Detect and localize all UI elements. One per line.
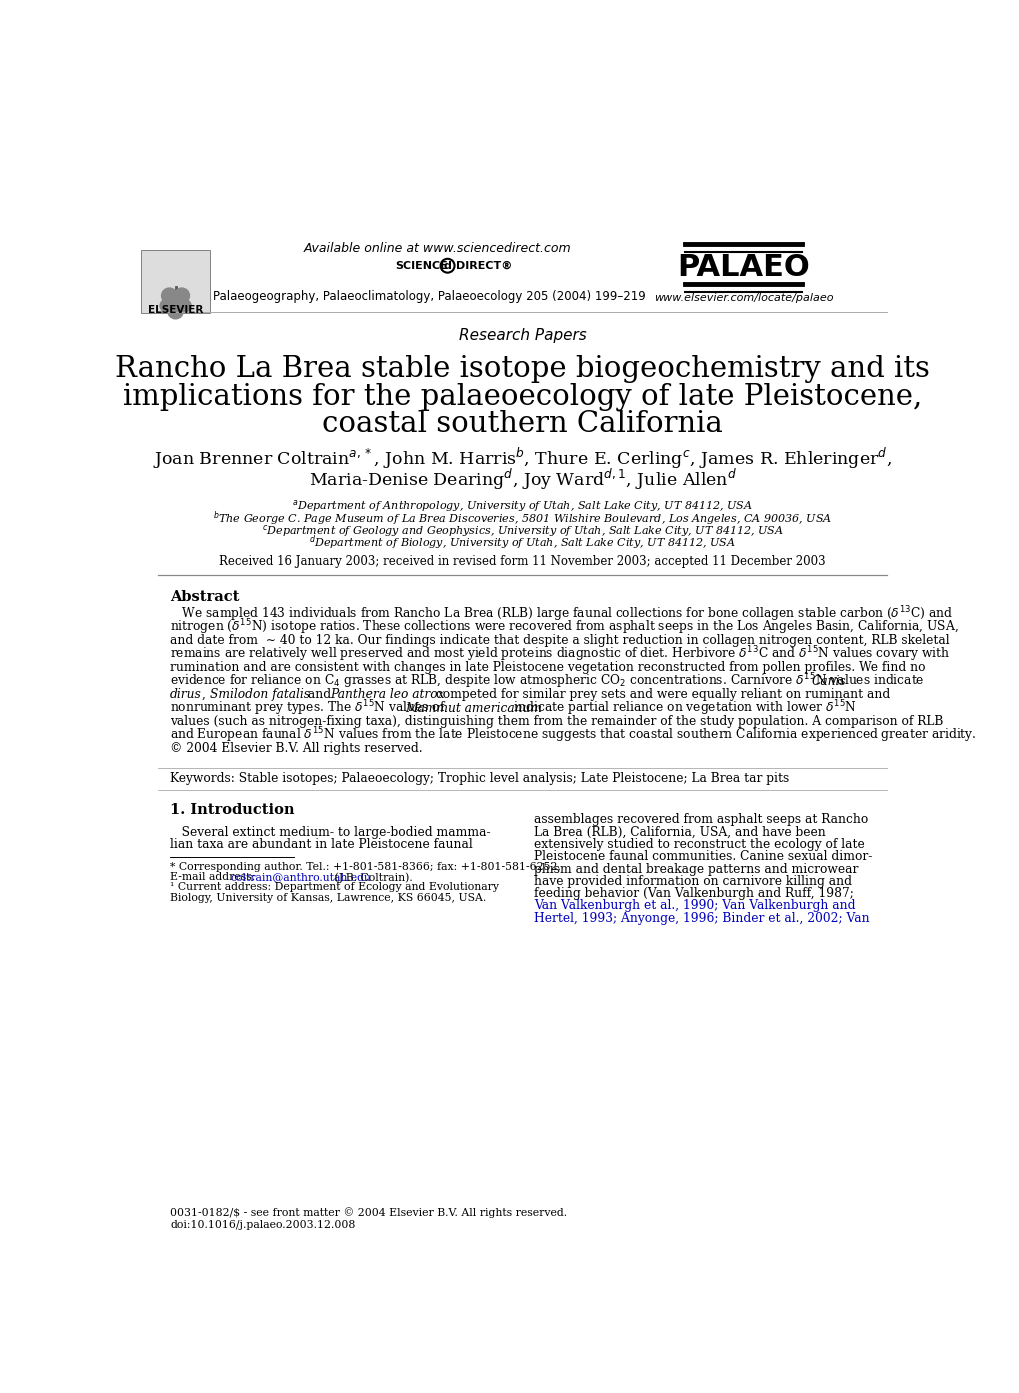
Text: Pleistocene faunal communities. Canine sexual dimor-: Pleistocene faunal communities. Canine s…: [534, 850, 872, 864]
Text: 0031-0182/$ - see front matter © 2004 Elsevier B.V. All rights reserved.: 0031-0182/$ - see front matter © 2004 El…: [170, 1208, 567, 1219]
Text: and European faunal $\delta^{15}$N values from the late Pleistocene suggests tha: and European faunal $\delta^{15}$N value…: [170, 726, 976, 745]
Text: SCIENCE: SCIENCE: [394, 260, 447, 270]
Circle shape: [168, 304, 183, 319]
Text: (J.B. Coltrain).: (J.B. Coltrain).: [331, 872, 413, 883]
Text: nitrogen ($\delta^{15}$N) isotope ratios. These collections were recovered from : nitrogen ($\delta^{15}$N) isotope ratios…: [170, 617, 958, 637]
Text: and: and: [304, 688, 335, 701]
Circle shape: [161, 288, 177, 304]
Text: lian taxa are abundant in late Pleistocene faunal: lian taxa are abundant in late Pleistoce…: [170, 837, 473, 851]
Text: ¹ Current address: Department of Ecology and Evolutionary: ¹ Current address: Department of Ecology…: [170, 883, 498, 893]
Text: assemblages recovered from asphalt seeps at Rancho: assemblages recovered from asphalt seeps…: [534, 814, 868, 826]
Text: feeding behavior (Van Valkenburgh and Ruff, 1987;: feeding behavior (Van Valkenburgh and Ru…: [534, 887, 854, 900]
Text: $^{c}$Department of Geology and Geophysics, University of Utah, Salt Lake City, : $^{c}$Department of Geology and Geophysi…: [262, 522, 783, 539]
Text: doi:10.1016/j.palaeo.2003.12.008: doi:10.1016/j.palaeo.2003.12.008: [170, 1220, 356, 1230]
Text: extensively studied to reconstruct the ecology of late: extensively studied to reconstruct the e…: [534, 837, 864, 851]
Text: Maria-Denise Dearing$^{d}$, Joy Ward$^{d,1}$, Julie Allen$^{d}$: Maria-Denise Dearing$^{d}$, Joy Ward$^{d…: [309, 467, 736, 492]
Text: Hertel, 1993; Anyonge, 1996; Binder et al., 2002; Van: Hertel, 1993; Anyonge, 1996; Binder et a…: [534, 912, 869, 925]
Text: Research Papers: Research Papers: [459, 327, 586, 343]
Text: © 2004 Elsevier B.V. All rights reserved.: © 2004 Elsevier B.V. All rights reserved…: [170, 742, 422, 755]
Text: ,: ,: [202, 688, 210, 701]
Circle shape: [178, 299, 191, 312]
Text: We sampled 143 individuals from Rancho La Brea (RLB) large faunal collections fo: We sampled 143 individuals from Rancho L…: [170, 605, 953, 624]
Text: $^{d}$Department of Biology, University of Utah, Salt Lake City, UT 84112, USA: $^{d}$Department of Biology, University …: [309, 534, 736, 552]
Text: implications for the palaeoecology of late Pleistocene,: implications for the palaeoecology of la…: [123, 383, 921, 411]
Text: evidence for reliance on C$_4$ grasses at RLB, despite low atmospheric CO$_2$ co: evidence for reliance on C$_4$ grasses a…: [170, 671, 924, 691]
Text: competed for similar prey sets and were equally reliant on ruminant and: competed for similar prey sets and were …: [432, 688, 890, 701]
Circle shape: [166, 293, 184, 311]
Text: E-mail address:: E-mail address:: [170, 872, 259, 883]
Text: Palaeogeography, Palaeoclimatology, Palaeoecology 205 (2004) 199–219: Palaeogeography, Palaeoclimatology, Pala…: [213, 290, 645, 304]
FancyBboxPatch shape: [142, 251, 210, 313]
Text: phism and dental breakage patterns and microwear: phism and dental breakage patterns and m…: [534, 862, 858, 876]
Text: * Corresponding author. Tel.: +1-801-581-8366; fax: +1-801-581-6252.: * Corresponding author. Tel.: +1-801-581…: [170, 862, 560, 872]
Text: ELSEVIER: ELSEVIER: [148, 305, 203, 315]
Text: Available online at www.sciencedirect.com: Available online at www.sciencedirect.co…: [304, 241, 571, 255]
Text: Received 16 January 2003; received in revised form 11 November 2003; accepted 11: Received 16 January 2003; received in re…: [219, 554, 825, 568]
Text: have provided information on carnivore killing and: have provided information on carnivore k…: [534, 875, 852, 887]
Text: coastal southern California: coastal southern California: [322, 411, 722, 439]
Text: Several extinct medium- to large-bodied mamma-: Several extinct medium- to large-bodied …: [170, 826, 490, 839]
Text: www.elsevier.com/locate/palaeo: www.elsevier.com/locate/palaeo: [653, 293, 833, 304]
Text: La Brea (RLB), California, USA, and have been: La Brea (RLB), California, USA, and have…: [534, 826, 825, 839]
Text: $^{b}$The George C. Page Museum of La Brea Discoveries, 5801 Wilshire Boulevard,: $^{b}$The George C. Page Museum of La Br…: [213, 508, 832, 528]
Text: PALAEO: PALAEO: [677, 252, 809, 281]
Text: coltrain@anthro.utah.edu: coltrain@anthro.utah.edu: [230, 872, 371, 883]
Text: Abstract: Abstract: [170, 589, 239, 603]
Text: Rancho La Brea stable isotope biogeochemistry and its: Rancho La Brea stable isotope biogeochem…: [115, 355, 929, 383]
Text: Smilodon fatalis: Smilodon fatalis: [210, 688, 310, 701]
Text: Biology, University of Kansas, Lawrence, KS 66045, USA.: Biology, University of Kansas, Lawrence,…: [170, 893, 486, 903]
Text: Joan Brenner Coltrain$^{a,*}$, John M. Harris$^{b}$, Thure E. Cerling$^{c}$, Jam: Joan Brenner Coltrain$^{a,*}$, John M. H…: [153, 446, 892, 471]
Text: Keywords: Stable isotopes; Palaeoecology; Trophic level analysis; Late Pleistoce: Keywords: Stable isotopes; Palaeoecology…: [170, 773, 789, 786]
Text: rumination and are consistent with changes in late Pleistocene vegetation recons: rumination and are consistent with chang…: [170, 662, 924, 674]
Text: Van Valkenburgh et al., 1990; Van Valkenburgh and: Van Valkenburgh et al., 1990; Van Valken…: [534, 900, 855, 912]
Text: Canis: Canis: [811, 674, 846, 688]
Text: indicate partial reliance on vegetation with lower $\delta^{15}$N: indicate partial reliance on vegetation …: [510, 698, 856, 717]
Text: and date from  ∼ 40 to 12 ka. Our findings indicate that despite a slight reduct: and date from ∼ 40 to 12 ka. Our finding…: [170, 634, 949, 648]
Text: nonruminant prey types. The $\delta^{15}$N values of: nonruminant prey types. The $\delta^{15}…: [170, 698, 446, 717]
Text: remains are relatively well preserved and most yield proteins diagnostic of diet: remains are relatively well preserved an…: [170, 645, 950, 664]
Circle shape: [160, 299, 172, 312]
Text: Panthera leo atrox: Panthera leo atrox: [329, 688, 444, 701]
Circle shape: [174, 288, 190, 304]
Text: Mammut americanum: Mammut americanum: [405, 702, 541, 715]
Text: dirus: dirus: [170, 688, 202, 701]
Text: d: d: [443, 260, 451, 270]
Text: DIRECT®: DIRECT®: [455, 260, 512, 270]
Text: 1. Introduction: 1. Introduction: [170, 804, 294, 818]
Text: values (such as nitrogen-fixing taxa), distinguishing them from the remainder of: values (such as nitrogen-fixing taxa), d…: [170, 715, 943, 729]
Text: $^{a}$Department of Anthropology, University of Utah, Salt Lake City, UT 84112, : $^{a}$Department of Anthropology, Univer…: [291, 497, 753, 514]
